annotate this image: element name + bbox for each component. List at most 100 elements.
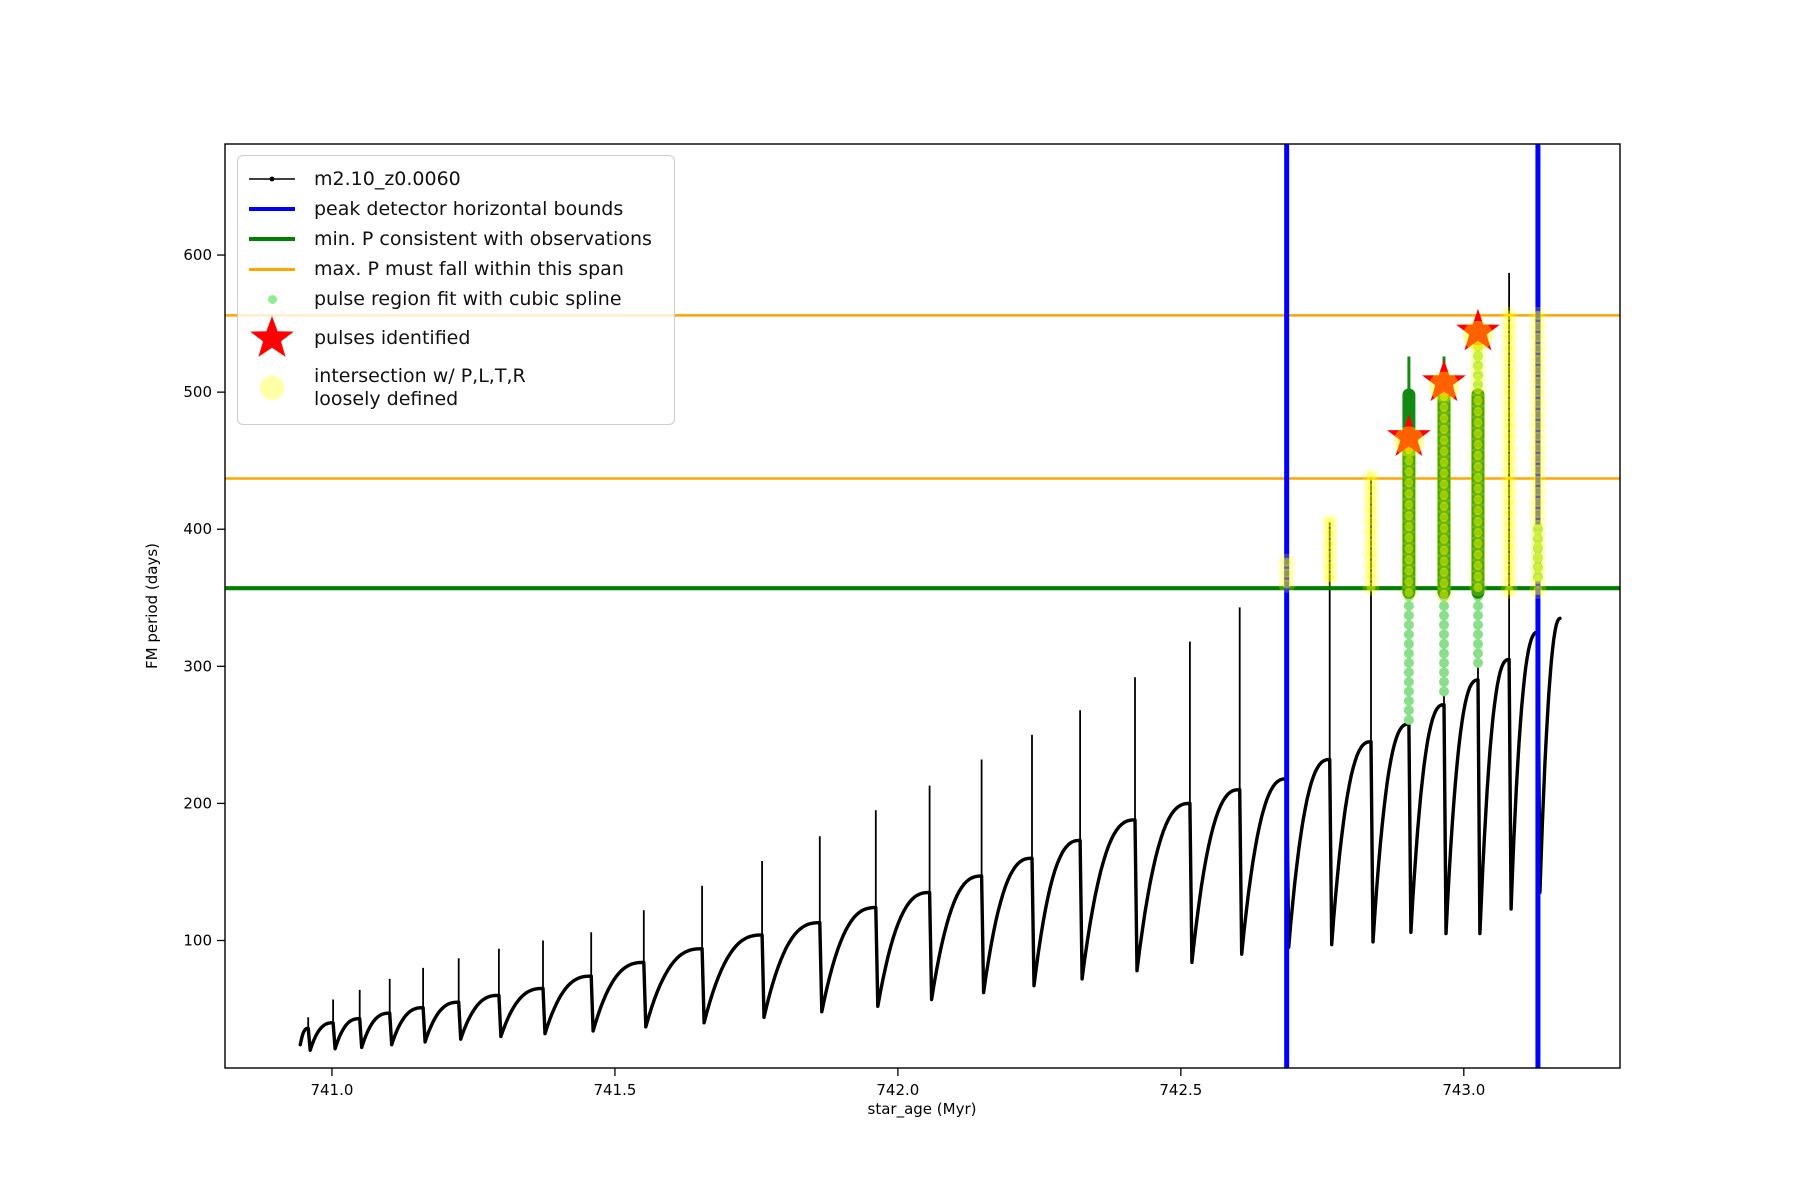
- intersection-dot-core: [1533, 585, 1543, 595]
- orange-line-icon: [246, 267, 298, 271]
- intersection-dot-core: [1533, 310, 1543, 320]
- legend-item-peak-bounds: peak detector horizontal bounds: [246, 194, 660, 224]
- intersection-dot: [1500, 317, 1518, 335]
- intersection-dot-core: [1404, 489, 1414, 499]
- intersection-dot: [1435, 530, 1453, 548]
- intersection-dot-core: [1404, 456, 1414, 466]
- intersection-dot-core: [1504, 453, 1514, 463]
- intersection-dot-core: [1404, 555, 1414, 565]
- intersection-dot: [1469, 447, 1487, 465]
- intersection-dot: [1278, 564, 1296, 582]
- intersection-dot-core: [1366, 527, 1376, 537]
- intersection-dot: [1435, 552, 1453, 570]
- intersection-dot: [1469, 370, 1487, 388]
- y-tick-label: 600: [183, 246, 212, 264]
- lightgreen-dot-icon: [246, 294, 298, 304]
- legend-label: min. P consistent with observations: [314, 227, 652, 250]
- pulse-star: [1456, 308, 1500, 351]
- intersection-dot-core: [1473, 429, 1483, 439]
- spline-dot: [1473, 370, 1483, 381]
- spline-dot: [1439, 619, 1449, 630]
- intersection-dot-core: [1439, 479, 1449, 489]
- series-curve: [298, 616, 1562, 1052]
- intersection-dot: [1500, 394, 1518, 412]
- intersection-dot-core: [1404, 588, 1414, 598]
- intersection-dot-core: [1473, 363, 1483, 373]
- intersection-dot-core: [1533, 398, 1543, 408]
- intersection-dot-core: [1404, 478, 1414, 488]
- intersection-dot: [1469, 568, 1487, 586]
- intersection-dot: [1529, 339, 1547, 357]
- intersection-dot: [1321, 535, 1339, 553]
- intersection-dot-core: [1533, 486, 1543, 496]
- intersection-dot-core: [1533, 541, 1543, 551]
- intersection-dot: [1469, 359, 1487, 377]
- intersection-dot-core: [1504, 321, 1514, 331]
- y-axis-label: FM period (days): [143, 543, 161, 669]
- intersection-dot: [1469, 436, 1487, 454]
- intersection-dot: [1400, 529, 1418, 547]
- intersection-dot-core: [1504, 508, 1514, 518]
- red-star-icon: [246, 314, 298, 362]
- intersection-dot: [1435, 442, 1453, 460]
- intersection-dot-core: [1533, 354, 1543, 364]
- intersection-dot-core: [1473, 451, 1483, 461]
- intersection-dot: [1529, 427, 1547, 445]
- intersection-dot-core: [1504, 409, 1514, 419]
- intersection-dot-core: [1366, 582, 1376, 592]
- intersection-dot: [1529, 372, 1547, 390]
- plot-frame: [224, 143, 1621, 1069]
- intersection-dot: [1529, 449, 1547, 467]
- intersection-dot: [1469, 414, 1487, 432]
- spline-dot: [1403, 695, 1414, 706]
- yellow-dot-icon: [246, 376, 298, 400]
- intersection-dot: [1529, 383, 1547, 401]
- intersection-dot: [1500, 405, 1518, 423]
- legend-label: max. P must fall within this span: [314, 257, 624, 280]
- spline-dot: [1473, 379, 1483, 390]
- intersection-dot: [1529, 493, 1547, 511]
- intersection-dot: [1469, 579, 1487, 597]
- intersection-dot: [1278, 553, 1296, 571]
- intersection-dot: [1500, 559, 1518, 577]
- intersection-dot: [1469, 381, 1487, 399]
- intersection-dot-core: [1439, 468, 1449, 478]
- x-tick-label: 741.5: [593, 1081, 636, 1099]
- intersection-dot-core: [1533, 552, 1543, 562]
- star-glow: [1462, 320, 1493, 351]
- intersection-dot-core: [1439, 556, 1449, 566]
- legend-label: intersection w/ P,L,T,R loosely defined: [314, 365, 526, 410]
- intersection-dot: [1469, 546, 1487, 564]
- intersection-dot-core: [1282, 557, 1292, 567]
- legend-item-min-period: min. P consistent with observations: [246, 224, 660, 254]
- intersection-dot-core: [1473, 462, 1483, 472]
- spline-dot: [1532, 524, 1543, 535]
- intersection-dot-core: [1404, 522, 1414, 532]
- intersection-dot: [1362, 501, 1380, 519]
- intersection-dot: [1529, 526, 1547, 544]
- intersection-dot-core: [1439, 435, 1449, 445]
- intersection-dot: [1529, 361, 1547, 379]
- intersection-dot-core: [1504, 552, 1514, 562]
- spline-dot: [1403, 686, 1414, 697]
- star-glow: [1428, 371, 1459, 402]
- intersection-dot: [1529, 405, 1547, 423]
- intersection-dot-core: [1366, 505, 1376, 515]
- intersection-dot-core: [1533, 563, 1543, 573]
- legend-item-series: m2.10_z0.0060: [246, 164, 660, 194]
- intersection-dot: [1500, 328, 1518, 346]
- spline-dot: [1403, 705, 1414, 716]
- intersection-dot-core: [1473, 440, 1483, 450]
- spline-dot: [1532, 533, 1543, 544]
- intersection-dot-core: [1325, 517, 1335, 527]
- intersection-dot-core: [1533, 365, 1543, 375]
- intersection-dot-core: [1473, 352, 1483, 362]
- y-tick-label: 300: [183, 657, 212, 675]
- intersection-dot: [1400, 485, 1418, 503]
- intersection-dot: [1469, 469, 1487, 487]
- intersection-dot: [1469, 425, 1487, 443]
- intersection-dot-core: [1504, 486, 1514, 496]
- intersection-dot: [1362, 468, 1380, 486]
- intersection-dot: [1500, 427, 1518, 445]
- pulse-star: [1387, 414, 1431, 456]
